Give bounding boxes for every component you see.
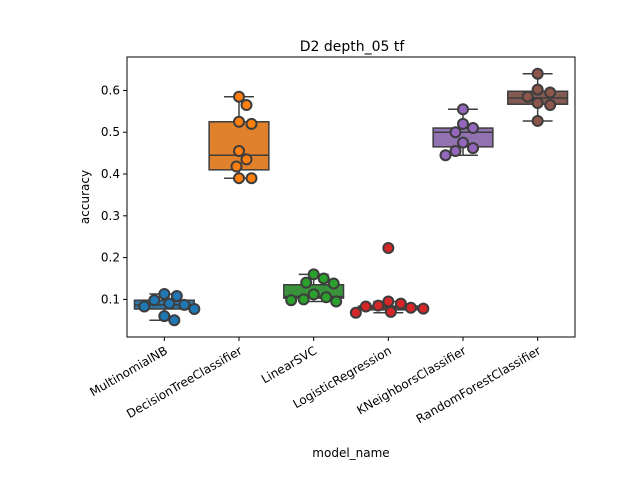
y-tick-label: 0.1 [101,292,120,306]
data-point [307,268,320,281]
y-tick-label: 0.4 [101,167,120,181]
data-point [457,103,469,116]
chart-title: D2 depth_05 tf [300,39,406,55]
data-point [245,117,258,130]
x-tick-label: RandomForestClassifier [414,343,543,426]
data-point [188,303,201,315]
data-point [307,288,320,301]
data-point [531,67,544,80]
y-axis-label: accuracy [78,170,92,224]
data-point [230,160,243,173]
y-tick-label: 0.5 [101,125,120,139]
data-point [163,297,176,310]
y-tick-label: 0.6 [101,83,120,97]
data-point [382,295,395,308]
x-tick-label: LinearSVC [259,343,319,386]
data-point [233,90,245,103]
data-point [300,276,313,289]
y-tick-label: 0.2 [101,251,120,265]
data-point [245,172,258,185]
data-point [457,117,469,130]
box-group [283,268,345,308]
box-group [432,103,494,162]
data-point [330,295,343,308]
data-point [531,96,544,109]
data-point [467,142,479,155]
data-point [467,122,479,135]
data-point [449,145,462,158]
data-point [521,90,534,103]
x-axis-label: model_name [312,446,389,460]
box-group [208,90,270,185]
data-point [384,305,397,318]
plot-area [133,67,569,327]
data-point [240,153,253,166]
data-point [449,126,462,139]
y-tick-label: 0.3 [101,209,120,223]
data-point-outlier [382,241,395,254]
data-point [233,172,245,185]
data-point [372,299,385,312]
data-point [531,83,544,96]
data-point [170,290,183,303]
data-point [178,298,191,311]
data-point [457,136,469,149]
data-point [439,149,452,162]
data-point [544,99,557,112]
data-point [544,86,557,99]
data-point [349,306,362,319]
data-point [531,114,544,127]
box-group [349,241,430,319]
data-point [158,287,171,300]
data-point [233,115,245,128]
plot-frame [126,56,576,338]
data-point [168,314,181,327]
data-point [240,99,253,112]
data-point [359,300,372,313]
y-axis: 0.1 0.2 0.3 0.4 0.5 0.6 [101,83,127,306]
data-point [327,277,340,290]
data-point [320,291,333,304]
box-group [507,67,569,127]
data-point [233,145,245,158]
data-point [317,272,330,285]
data-point [158,310,171,323]
data-point [404,301,417,314]
data-point [417,302,430,315]
data-point [394,297,407,310]
box-group [133,287,201,327]
data-point [285,294,298,307]
data-point [297,293,310,306]
data-point [148,294,161,307]
data-point [138,300,151,313]
